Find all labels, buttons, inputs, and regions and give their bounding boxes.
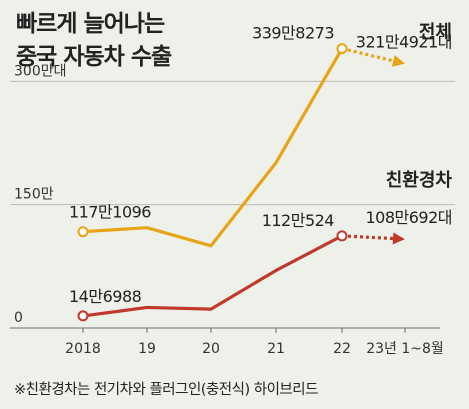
series-name: 전체 (419, 22, 452, 43)
series-line-green (82, 234, 343, 318)
x-tick-label: 19 (138, 341, 156, 357)
series-arrowhead (392, 232, 405, 245)
x-tick-label: 21 (267, 341, 285, 357)
x-tick-label: 22 (333, 341, 351, 357)
data-label: 14만6988 (69, 287, 142, 306)
data-label: 339만8273 (252, 24, 334, 43)
data-label: 117만1096 (69, 203, 151, 222)
footnote: ※친환경차는 전기차와 플러그인(충전식) 하이브리드 (14, 382, 318, 398)
series-projection (341, 234, 394, 241)
y-tick-label: 150만 (14, 187, 54, 203)
series-name: 친환경차 (386, 169, 453, 191)
chart-title-line-1: 빠르게 늘어나는 (16, 11, 165, 37)
data-label: 108만692대 (365, 208, 452, 227)
data-point (77, 226, 89, 238)
chart-title: 빠르게 늘어나는 중국 자동차 수출 (16, 8, 172, 74)
data-point (77, 310, 89, 322)
x-tick-label: 23년 1~8월 (366, 341, 444, 357)
series-line-total (82, 47, 344, 248)
data-point (336, 230, 348, 242)
y-tick-label: 300만대 (14, 63, 66, 79)
x-tick-label: 2018 (65, 341, 101, 357)
y-tick-label: 0 (14, 310, 23, 326)
data-label: 321만4921대 (356, 33, 452, 52)
x-tick-label: 20 (202, 341, 220, 357)
series-arrowhead (391, 55, 405, 67)
chart-title-line-2: 중국 자동차 수출 (16, 44, 172, 70)
data-label: 112만524 (262, 211, 335, 230)
data-point (336, 43, 348, 55)
series-projection (341, 47, 394, 63)
